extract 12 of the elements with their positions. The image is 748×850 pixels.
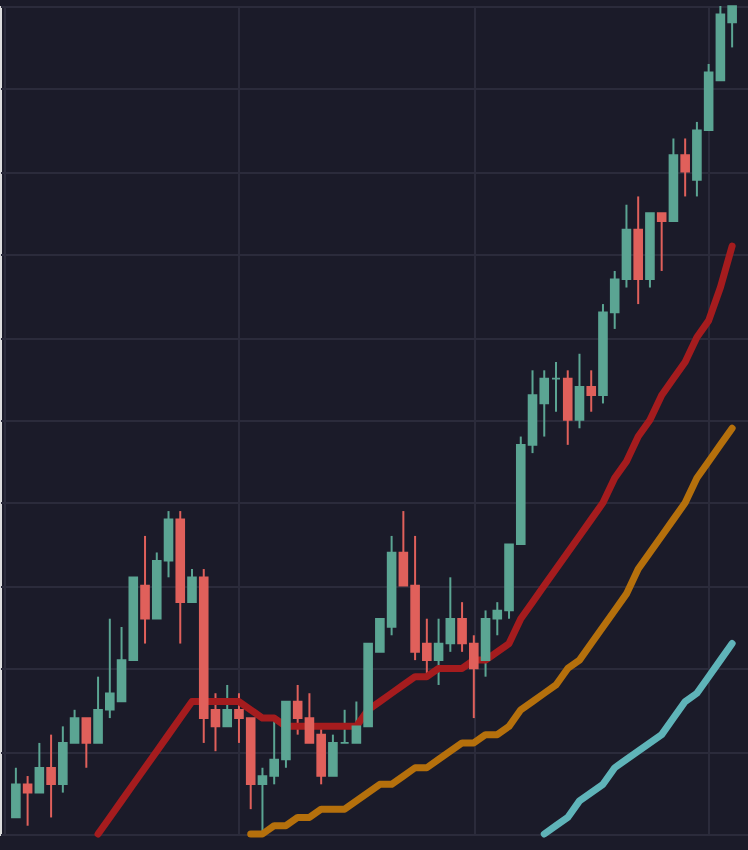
candlestick (187, 568, 197, 604)
candlestick (34, 741, 45, 794)
candlestick (656, 212, 667, 272)
candlestick (574, 352, 585, 430)
candlestick (11, 766, 21, 819)
candlestick (680, 137, 690, 198)
candlestick (46, 733, 56, 819)
candlestick (562, 369, 573, 446)
candlestick (140, 534, 150, 645)
candlestick (222, 683, 233, 728)
candlestick (586, 369, 597, 413)
candlestick (81, 717, 92, 769)
